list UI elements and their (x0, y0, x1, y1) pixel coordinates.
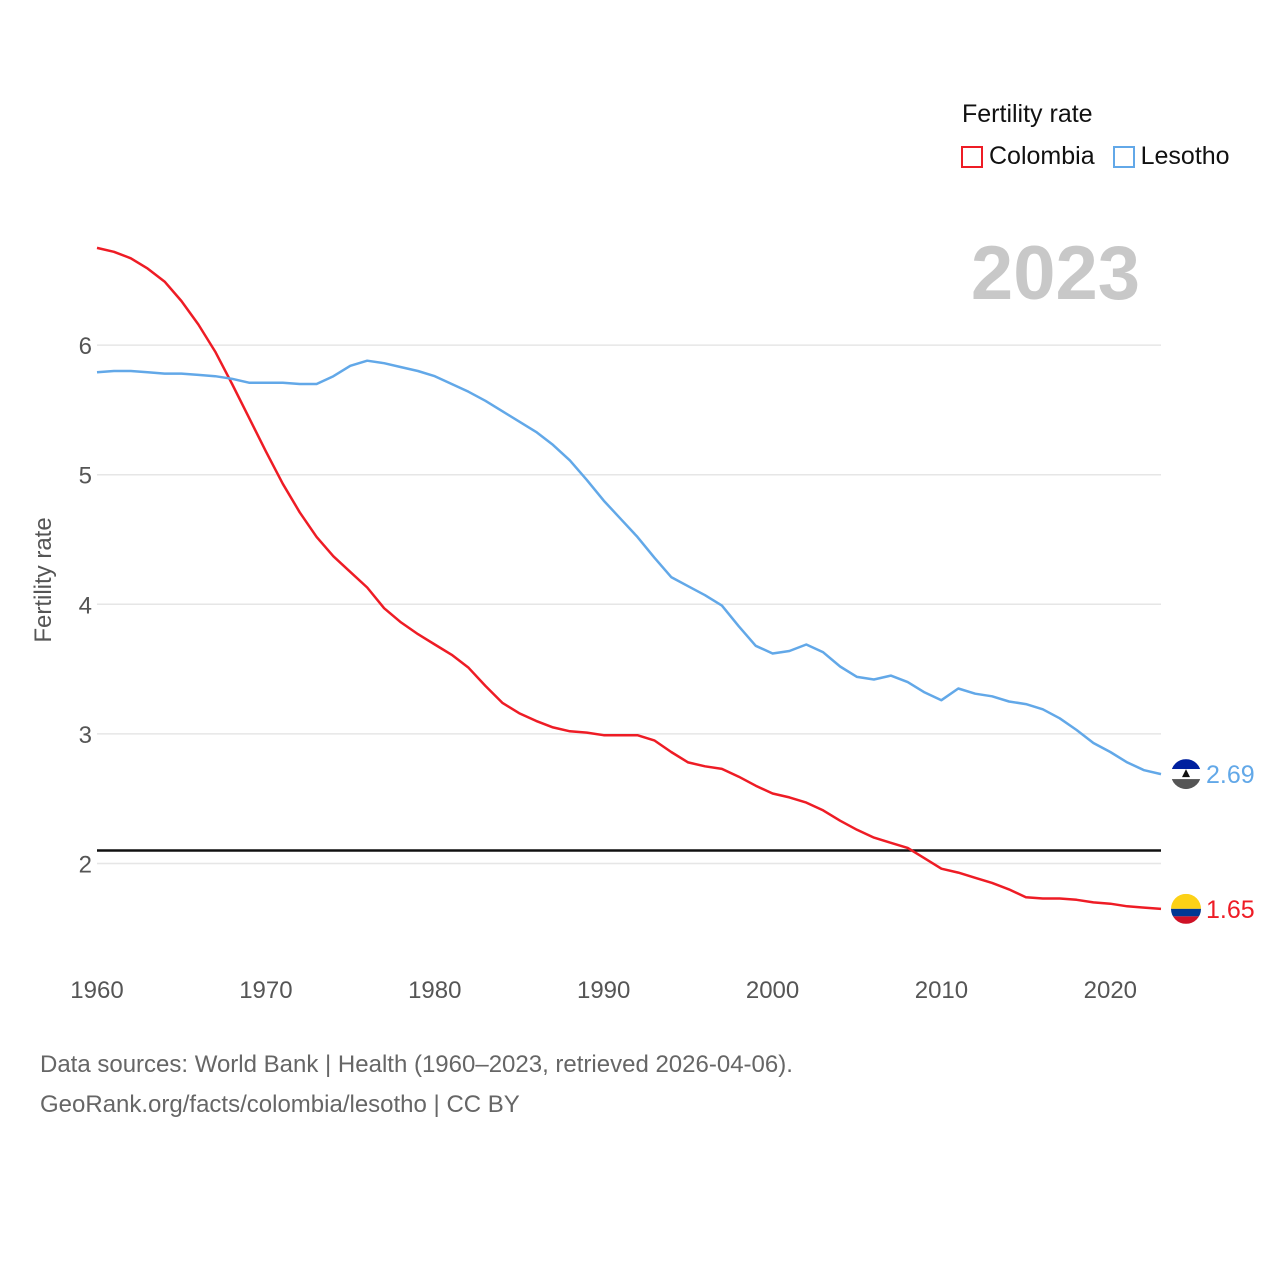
legend-item-colombia[interactable]: Colombia (961, 142, 1095, 171)
x-tick-label-2000: 2000 (746, 977, 799, 1004)
series-lines (96, 246, 1162, 911)
flag-lesotho-icon (1171, 759, 1201, 790)
flag-stripe-red (1171, 916, 1201, 924)
series-line-colombia (96, 246, 1162, 911)
end-label-colombia: 1.65 (1206, 896, 1255, 924)
source-line-data: Data sources: World Bank | Health (1960–… (40, 1051, 793, 1078)
x-tick-label-1980: 1980 (408, 977, 461, 1004)
x-tick-label-1990: 1990 (577, 977, 630, 1004)
x-tick-label-1960: 1960 (70, 977, 123, 1004)
legend-swatch-lesotho (1112, 145, 1135, 168)
x-tick-labels: 1960 1970 1980 1990 2000 2010 2020 (70, 977, 1137, 1004)
y-tick-label-3: 3 (79, 722, 92, 749)
legend: Colombia Lesotho (961, 142, 1248, 171)
y-tick-label-5: 5 (79, 463, 92, 490)
flag-colombia-icon (1171, 893, 1201, 924)
y-tick-label-4: 4 (79, 592, 92, 619)
year-watermark: 2023 (971, 231, 1140, 316)
legend-swatch-colombia (961, 145, 983, 168)
y-gridlines (97, 344, 1161, 865)
flag-stripe-blue (1171, 908, 1201, 917)
y-axis-label: Fertility rate (30, 517, 57, 642)
source-note: Data sources: World Bank | Health (1960–… (40, 1045, 793, 1125)
flag-stripe-blue (1171, 759, 1201, 770)
legend-label-lesotho: Lesotho (1140, 142, 1230, 170)
y-tick-label-6: 6 (79, 333, 92, 360)
x-tick-label-2010: 2010 (915, 977, 968, 1004)
legend-title: Fertility rate (962, 100, 1093, 128)
end-markers: 1.65 2.69 (1171, 759, 1255, 924)
flag-stripe-dark (1171, 779, 1201, 790)
end-label-lesotho: 2.69 (1206, 761, 1255, 789)
x-tick-label-2020: 2020 (1084, 977, 1137, 1004)
series-line-lesotho (96, 359, 1162, 776)
source-line-link[interactable]: GeoRank.org/facts/colombia/lesotho | CC … (40, 1091, 520, 1118)
y-tick-label-2: 2 (79, 852, 92, 879)
flag-stripe-yellow (1171, 893, 1201, 909)
flag-hat-emblem (1182, 769, 1190, 778)
legend-item-lesotho[interactable]: Lesotho (1112, 142, 1230, 171)
x-tick-label-1970: 1970 (239, 977, 292, 1004)
y-tick-labels: 2 3 4 5 6 (79, 333, 92, 878)
legend-label-colombia: Colombia (989, 142, 1095, 170)
